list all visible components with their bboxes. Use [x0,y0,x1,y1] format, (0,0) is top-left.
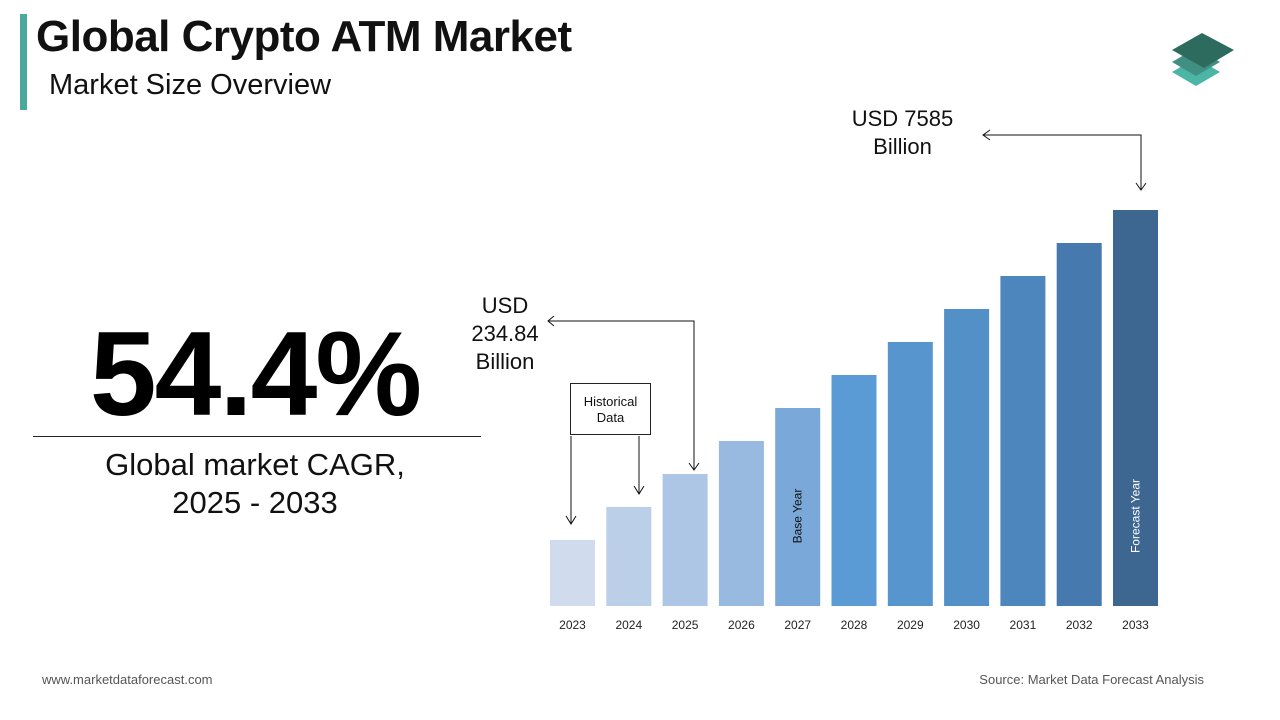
x-tick-label: 2023 [559,618,586,632]
bar-2028 [831,375,877,606]
end-value-arrow [983,134,1142,190]
bar-2025 [662,474,708,606]
bar-2024 [606,507,652,606]
x-tick-label: 2025 [672,618,699,632]
bar-2033 [1113,210,1158,606]
x-tick-label: 2032 [1066,618,1093,632]
bar-2026 [718,441,764,606]
title-accent-bar [20,14,27,110]
end-value-annotation: USD 7585 Billion [830,105,975,161]
historical-text: Data [596,410,625,425]
start-value-annotation: USD 234.84 Billion [455,292,555,376]
x-tick-label: 2026 [728,618,755,632]
divider [33,436,481,437]
logo-icon [1172,33,1234,86]
bar-2027 [775,408,821,606]
annotation-text: 234.84 [471,321,539,346]
annotation-text: USD 7585 [851,106,954,131]
cagr-label-line: 2025 - 2033 [172,485,338,520]
cagr-label: Global market CAGR, 2025 - 2033 [30,446,480,522]
source-note: Source: Market Data Forecast Analysis [979,672,1204,687]
annotation-text: Billion [873,134,932,159]
forecast-year-label: Forecast Year [1129,479,1143,553]
bar-2029 [887,342,933,606]
x-tick-label: 2027 [784,618,811,632]
website-link[interactable]: www.marketdataforecast.com [42,672,213,687]
bar-2023 [550,540,595,606]
annotation-text: USD [481,293,529,318]
x-tick-label: 2024 [615,618,642,632]
historical-text: Historical [583,394,638,409]
cagr-label-line: Global market CAGR, [105,447,405,482]
start-value-arrow [548,320,695,470]
x-tick-label: 2033 [1122,618,1149,632]
page-subtitle: Market Size Overview [49,69,332,101]
bar-2031 [1000,276,1046,606]
x-tick-label: 2030 [953,618,980,632]
x-tick-label: 2028 [841,618,868,632]
cagr-value: 54.4% [89,307,422,441]
x-tick-label: 2031 [1010,618,1037,632]
page-title: Global Crypto ATM Market [36,12,572,61]
annotation-arrows [547,129,1147,525]
base-year-label: Base Year [791,489,805,544]
x-tick-label: 2029 [897,618,924,632]
historical-data-box: Historical Data [570,383,651,435]
annotation-text: Billion [475,349,535,374]
bar-2030 [944,309,990,606]
bar-2032 [1056,243,1102,606]
